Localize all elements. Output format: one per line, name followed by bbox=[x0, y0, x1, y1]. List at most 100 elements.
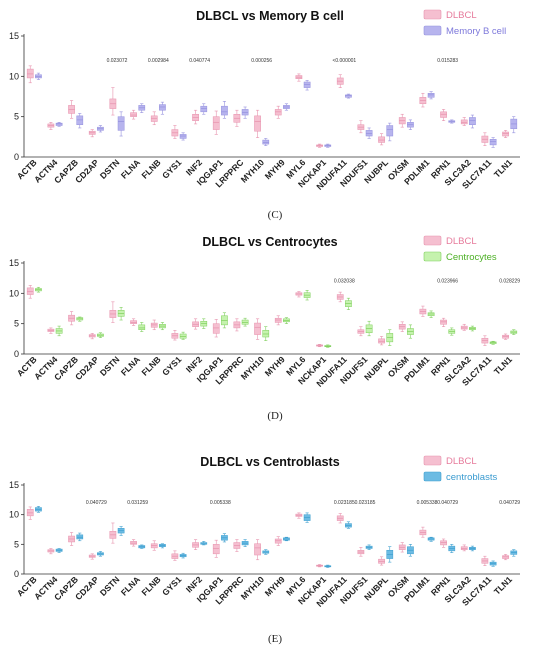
box-gys1-comparison bbox=[179, 132, 187, 141]
p-value-label: 0.023185 bbox=[355, 500, 376, 506]
box-dstn-dlbcl bbox=[109, 87, 117, 116]
box-pdlim1-dlbcl bbox=[419, 526, 427, 538]
box-slc7a11-comparison bbox=[489, 560, 497, 567]
box-flna-dlbcl bbox=[130, 109, 137, 120]
box-oxsm-comparison bbox=[407, 324, 414, 339]
box-inf2-dlbcl bbox=[192, 109, 199, 125]
box-pdlim1-dlbcl bbox=[419, 305, 427, 317]
chart-panel-3: DLBCL vs Centroblasts051015ACTBACTN4CAPZ… bbox=[9, 455, 520, 645]
y-tick-label: 5 bbox=[14, 539, 19, 549]
box-flnb-comparison bbox=[159, 101, 166, 115]
legend-label: DLBCL bbox=[446, 236, 477, 247]
box-capzb-comparison bbox=[76, 113, 84, 129]
box-actb-comparison bbox=[35, 506, 42, 513]
box-myl6-comparison bbox=[303, 512, 311, 523]
box-inf2-dlbcl bbox=[192, 318, 199, 330]
box-rpn1-dlbcl bbox=[440, 538, 447, 548]
chart-panel-2: DLBCL vs Centrocytes051015ACTBACTN4CAPZB… bbox=[9, 235, 520, 422]
p-value-label: 0.040729 bbox=[437, 500, 458, 506]
chart-panel-1: DLBCL vs Memory B cell051015ACTBACTN4CAP… bbox=[9, 9, 520, 221]
box-myl6-dlbcl bbox=[295, 291, 303, 298]
box-lrpprc-dlbcl bbox=[233, 539, 241, 552]
box-iqr bbox=[212, 323, 220, 334]
box-flnb-comparison bbox=[159, 543, 166, 549]
box-iqgap1-comparison bbox=[221, 101, 228, 119]
box-tln1-dlbcl bbox=[502, 333, 509, 340]
box-iqr bbox=[150, 115, 158, 122]
box-myl6-dlbcl bbox=[295, 73, 303, 82]
box-ndufa11-dlbcl bbox=[336, 74, 344, 88]
chart-title: DLBCL vs Memory B cell bbox=[196, 9, 344, 23]
legend-swatch bbox=[423, 25, 442, 36]
box-lrpprc-comparison bbox=[241, 106, 249, 119]
box-lrpprc-comparison bbox=[241, 317, 249, 327]
box-ndufs1-dlbcl bbox=[357, 546, 365, 557]
box-tln1-comparison bbox=[510, 116, 518, 134]
y-tick-label: 15 bbox=[9, 258, 19, 268]
x-tick-label: TLN1 bbox=[492, 354, 514, 376]
box-iqr bbox=[469, 117, 476, 125]
y-tick-label: 15 bbox=[9, 31, 19, 41]
box-iqr bbox=[117, 116, 125, 131]
box-ndufa11-comparison bbox=[345, 521, 352, 529]
box-iqr bbox=[262, 139, 270, 145]
box-actn4-comparison bbox=[55, 548, 63, 553]
box-myh10-comparison bbox=[262, 138, 270, 147]
x-tick-label: FLNB bbox=[139, 157, 162, 180]
box-iqr bbox=[212, 116, 220, 130]
x-tick-label: FLNA bbox=[119, 157, 142, 180]
box-actb-dlbcl bbox=[26, 65, 34, 84]
box-iqr bbox=[26, 68, 34, 79]
legend-label: DLBCL bbox=[446, 10, 477, 21]
p-value-label: 0.040774 bbox=[189, 58, 210, 64]
box-iqr bbox=[55, 122, 63, 126]
box-iqr bbox=[365, 130, 373, 137]
box-slc7a11-comparison bbox=[489, 137, 497, 148]
box-nckap1-comparison bbox=[324, 564, 332, 568]
x-tick-label: GYS1 bbox=[160, 157, 183, 180]
box-capzb-comparison bbox=[76, 316, 84, 322]
panel-label: (D) bbox=[267, 410, 283, 422]
box-flna-comparison bbox=[138, 322, 146, 332]
box-pdlim1-comparison bbox=[427, 310, 435, 318]
p-value-label: 0.023966 bbox=[437, 278, 458, 284]
box-slc3a2-comparison bbox=[469, 114, 476, 129]
p-value-label: 0.031259 bbox=[127, 500, 148, 506]
box-pdlim1-dlbcl bbox=[419, 92, 427, 108]
box-iqr bbox=[76, 115, 84, 125]
box-rpn1-dlbcl bbox=[440, 317, 447, 328]
box-flnb-dlbcl bbox=[150, 111, 158, 126]
box-tln1-comparison bbox=[510, 329, 518, 335]
box-slc7a11-dlbcl bbox=[481, 132, 489, 147]
box-slc7a11-dlbcl bbox=[481, 555, 489, 566]
box-rpn1-comparison bbox=[448, 119, 456, 124]
box-flna-dlbcl bbox=[130, 318, 137, 326]
box-oxsm-dlbcl bbox=[398, 321, 406, 332]
box-iqgap1-dlbcl bbox=[212, 110, 220, 135]
box-actn4-dlbcl bbox=[47, 548, 55, 555]
x-tick-label: MYH10 bbox=[239, 574, 266, 601]
p-value-label: 0.023072 bbox=[107, 58, 128, 64]
box-actb-dlbcl bbox=[26, 285, 34, 299]
box-nubpl-comparison bbox=[386, 329, 394, 346]
box-ndufa11-dlbcl bbox=[336, 513, 344, 524]
chart-title: DLBCL vs Centrocytes bbox=[202, 235, 337, 249]
box-iqgap1-comparison bbox=[221, 312, 228, 329]
box-iqr bbox=[138, 324, 146, 330]
box-myh9-dlbcl bbox=[274, 315, 282, 326]
x-tick-label: FLNB bbox=[139, 574, 162, 597]
box-iqr bbox=[345, 94, 352, 98]
legend: DLBCL centroblasts bbox=[423, 455, 497, 483]
box-ndufa11-comparison bbox=[345, 93, 352, 99]
box-gys1-comparison bbox=[179, 331, 187, 340]
box-lrpprc-dlbcl bbox=[233, 318, 241, 332]
box-ndufs1-comparison bbox=[365, 544, 373, 550]
box-ndufs1-comparison bbox=[365, 127, 373, 139]
box-cd2ap-dlbcl bbox=[88, 129, 96, 138]
box-myh9-dlbcl bbox=[274, 536, 282, 546]
box-lrpprc-comparison bbox=[241, 539, 249, 548]
box-iqr bbox=[274, 109, 282, 116]
box-flnb-dlbcl bbox=[150, 319, 158, 331]
x-tick-label: TLN1 bbox=[492, 574, 514, 596]
box-gys1-dlbcl bbox=[171, 550, 179, 561]
